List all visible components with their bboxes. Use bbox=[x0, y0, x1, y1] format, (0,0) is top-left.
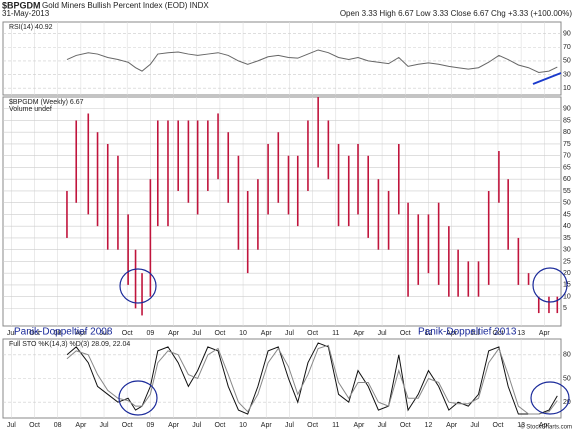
y-tick-label: 55 bbox=[563, 188, 571, 195]
x-tick-label: 09 bbox=[146, 422, 154, 429]
y-tick-label: 40 bbox=[563, 223, 571, 230]
x-tick-label: Apr bbox=[168, 330, 180, 337]
x-tick-label: 11 bbox=[332, 422, 339, 429]
x-tick-label: Apr bbox=[75, 422, 87, 429]
x-tick-label: 12 bbox=[425, 422, 433, 429]
y-tick-label: 90 bbox=[563, 106, 571, 113]
x-tick-label: Jul bbox=[192, 330, 201, 337]
index-name: Gold Miners Bullish Percent Index (EOD) … bbox=[42, 1, 209, 10]
highlight-circle bbox=[118, 380, 158, 416]
y-tick-label: 20 bbox=[563, 399, 571, 406]
y-tick-label: 75 bbox=[563, 141, 571, 148]
y-tick-label: 25 bbox=[563, 258, 571, 265]
panel-frame bbox=[2, 21, 562, 96]
x-tick-label: Apr bbox=[539, 330, 551, 337]
x-tick-label: Oct bbox=[400, 422, 411, 429]
panel-title: $BPGDM (Weekly) 6.67 bbox=[9, 99, 84, 106]
x-tick-label: Oct bbox=[214, 422, 225, 429]
y-tick-label: 80 bbox=[563, 352, 571, 359]
y-tick-label: 50 bbox=[563, 375, 571, 382]
panel-frame bbox=[2, 96, 562, 327]
x-tick-label: Oct bbox=[400, 330, 411, 337]
x-tick-label: Jul bbox=[7, 422, 16, 429]
x-tick-label: Jul bbox=[470, 330, 479, 337]
x-tick-label: Oct bbox=[307, 330, 318, 337]
symbol: $BPGDM bbox=[2, 0, 41, 10]
x-tick-label: 09 bbox=[146, 330, 154, 337]
x-tick-label: Jul bbox=[100, 330, 109, 337]
x-tick-label: Apr bbox=[353, 422, 365, 429]
x-tick-label: Oct bbox=[307, 422, 318, 429]
annotation: Panik-Doppeltief 2013 bbox=[418, 327, 517, 338]
x-tick-label: Oct bbox=[122, 422, 133, 429]
x-tick-label: Oct bbox=[214, 330, 225, 337]
y-tick-label: 45 bbox=[563, 211, 571, 218]
highlight-circle bbox=[530, 381, 570, 415]
x-tick-label: Apr bbox=[446, 330, 458, 337]
x-tick-label: Apr bbox=[353, 330, 365, 337]
x-tick-label: 08 bbox=[54, 330, 62, 337]
x-tick-label: Jul bbox=[100, 422, 109, 429]
y-tick-label: 50 bbox=[563, 200, 571, 207]
series-line bbox=[66, 342, 558, 415]
x-tick-label: 13 bbox=[517, 422, 525, 429]
panel-title: RSI(14) 40.92 bbox=[9, 24, 53, 31]
series-line bbox=[66, 49, 558, 74]
x-tick-label: Apr bbox=[446, 422, 458, 429]
x-tick-label: Jul bbox=[470, 422, 479, 429]
x-tick-label: Jul bbox=[285, 330, 294, 337]
x-tick-label: Jul bbox=[7, 330, 16, 337]
y-tick-label: 60 bbox=[563, 176, 571, 183]
y-tick-label: 10 bbox=[563, 293, 571, 300]
x-tick-label: 10 bbox=[239, 422, 247, 429]
y-tick-label: 10 bbox=[563, 85, 571, 92]
panel-subtitle: Volume undef bbox=[9, 106, 52, 113]
x-tick-label: Apr bbox=[75, 330, 87, 337]
x-tick-label: Jul bbox=[378, 422, 387, 429]
x-tick-label: 12 bbox=[425, 330, 433, 337]
y-tick-label: 30 bbox=[563, 247, 571, 254]
annotation: Panik-Doppeltief 2008 bbox=[14, 327, 113, 338]
y-tick-label: 70 bbox=[563, 153, 571, 160]
x-tick-label: Jul bbox=[378, 330, 387, 337]
x-tick-label: 10 bbox=[239, 330, 247, 337]
y-tick-label: 65 bbox=[563, 164, 571, 171]
y-tick-label: 35 bbox=[563, 235, 571, 242]
highlight-circle bbox=[119, 268, 157, 304]
x-tick-label: 08 bbox=[54, 422, 62, 429]
panel-title: Full STO %K(14,3) %D(3) 28.09, 22.04 bbox=[9, 341, 130, 348]
highlight-circle bbox=[532, 267, 568, 303]
x-tick-label: Apr bbox=[539, 422, 551, 429]
x-tick-label: Oct bbox=[29, 422, 40, 429]
x-tick-label: Jul bbox=[285, 422, 294, 429]
y-tick-label: 80 bbox=[563, 129, 571, 136]
date: 31-May-2013 bbox=[2, 9, 50, 18]
y-tick-label: 90 bbox=[563, 30, 571, 37]
x-tick-label: Oct bbox=[493, 330, 504, 337]
x-tick-label: 11 bbox=[332, 330, 339, 337]
x-tick-label: Apr bbox=[261, 330, 273, 337]
y-tick-label: 50 bbox=[563, 58, 571, 65]
quote: Open 3.33 High 6.67 Low 3.33 Close 6.67 … bbox=[340, 9, 572, 18]
x-tick-label: Jul bbox=[192, 422, 201, 429]
y-tick-label: 5 bbox=[563, 305, 567, 312]
x-tick-label: Oct bbox=[29, 330, 40, 337]
source: © StockCharts.com bbox=[520, 424, 572, 431]
y-tick-label: 85 bbox=[563, 117, 571, 124]
y-tick-label: 70 bbox=[563, 44, 571, 51]
x-tick-label: Oct bbox=[493, 422, 504, 429]
x-tick-label: Apr bbox=[168, 422, 180, 429]
x-tick-label: Oct bbox=[122, 330, 133, 337]
x-tick-label: Apr bbox=[261, 422, 273, 429]
y-tick-label: 20 bbox=[563, 270, 571, 277]
x-tick-label: 13 bbox=[517, 330, 525, 337]
series-line bbox=[66, 344, 558, 415]
y-tick-label: 30 bbox=[563, 71, 571, 78]
trend-line bbox=[532, 72, 562, 85]
